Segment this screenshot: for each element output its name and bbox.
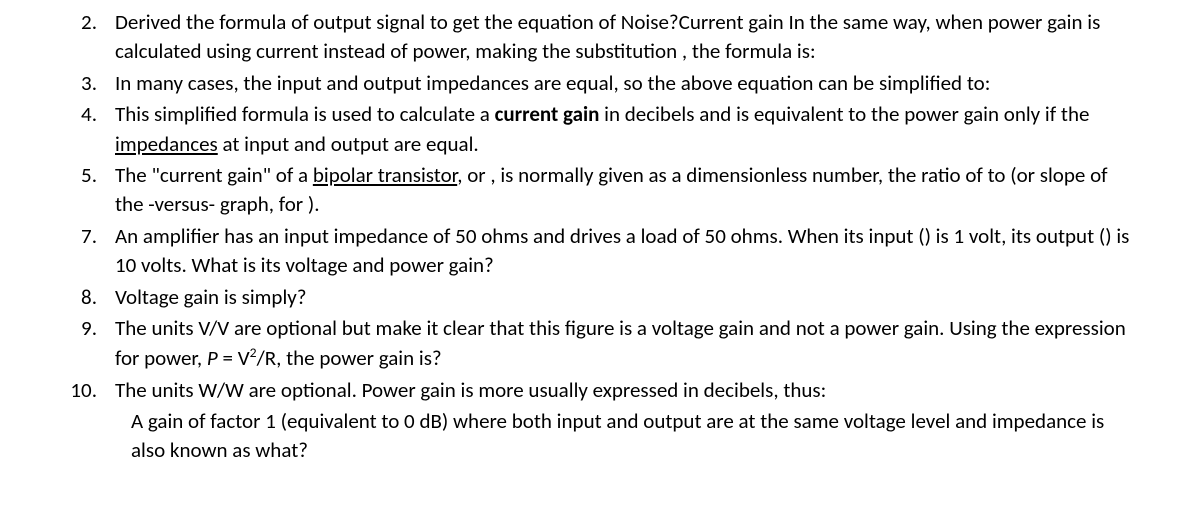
formula-lhs: P xyxy=(207,345,218,371)
item-text: Derived the formula of output signal to … xyxy=(115,8,1130,67)
list-item: 10. The units W/W are optional. Power ga… xyxy=(0,376,1130,405)
item-number: 2. xyxy=(0,8,115,37)
item-number: 10. xyxy=(0,376,115,405)
list-item: 3. In many cases, the input and output i… xyxy=(0,69,1130,98)
text-run: in decibels and is equivalent to the pow… xyxy=(599,101,1089,127)
item-text: In many cases, the input and output impe… xyxy=(115,69,1130,98)
item-number: 5. xyxy=(0,161,115,190)
list-item: 5. The "current gain" of a bipolar trans… xyxy=(0,161,1130,220)
list-item: 9. The units V/V are optional but make i… xyxy=(0,314,1130,374)
list-item: 4. This simplified formula is used to ca… xyxy=(0,100,1130,159)
formula-rhs: /R xyxy=(257,345,277,371)
text-run: In many cases, the input and output impe… xyxy=(115,70,990,96)
item-text: The units W/W are optional. Power gain i… xyxy=(115,376,1130,405)
list-item: 7. An amplifier has an input impedance o… xyxy=(0,222,1130,281)
item-number: 8. xyxy=(0,283,115,312)
item-number: 9. xyxy=(0,314,115,343)
list-item: 2. Derived the formula of output signal … xyxy=(0,8,1130,67)
text-run: The units W/W are optional. Power gain i… xyxy=(115,377,826,403)
text-underline: bipolar transistor xyxy=(313,162,457,188)
formula-sup: 2 xyxy=(250,344,257,361)
item-text: An amplifier has an input impedance of 5… xyxy=(115,222,1130,281)
list-item: 8. Voltage gain is simply? xyxy=(0,283,1130,312)
item-text: The "current gain" of a bipolar transist… xyxy=(115,161,1130,220)
text-underline: impedances xyxy=(115,131,218,157)
text-run: An amplifier has an input impedance of 5… xyxy=(115,223,1129,278)
text-run: at input and output are equal. xyxy=(218,131,479,157)
text-run: The "current gain" of a xyxy=(115,162,313,188)
item-text: This simplified formula is used to calcu… xyxy=(115,100,1130,159)
text-run: Voltage gain is simply? xyxy=(115,284,307,310)
text-run: , the power gain is? xyxy=(276,345,442,371)
item-number: 3. xyxy=(0,69,115,98)
item-text: Voltage gain is simply? xyxy=(115,283,1130,312)
continuation-text: A gain of factor 1 (equivalent to 0 dB) … xyxy=(131,407,1130,466)
text-run: Derived the formula of output signal to … xyxy=(115,9,1100,64)
item-number: 7. xyxy=(0,222,115,251)
item-number: 4. xyxy=(0,100,115,129)
text-run: This simplified formula is used to calcu… xyxy=(115,101,495,127)
text-bold: current gain xyxy=(495,101,600,127)
item-text: The units V/V are optional but make it c… xyxy=(115,314,1130,374)
formula-eq: = V xyxy=(218,345,250,371)
